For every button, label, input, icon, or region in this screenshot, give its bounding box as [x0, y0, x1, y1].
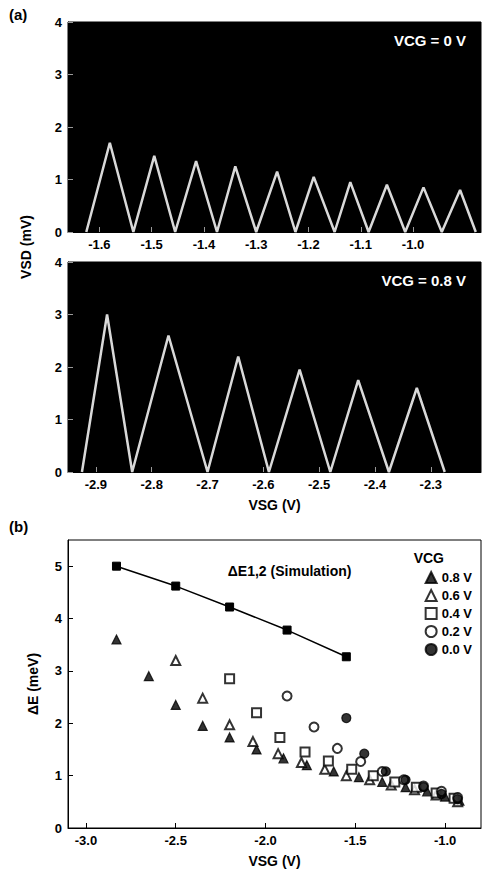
svg-text:0.2 V: 0.2 V: [442, 624, 473, 639]
svg-text:2: 2: [55, 120, 62, 135]
svg-text:3: 3: [55, 307, 62, 322]
svg-text:-2.5: -2.5: [165, 833, 187, 848]
svg-text:-2.6: -2.6: [252, 477, 274, 492]
svg-text:4: 4: [55, 611, 63, 626]
svg-text:VCG = 0.8 V: VCG = 0.8 V: [381, 272, 466, 289]
svg-text:3: 3: [55, 67, 62, 82]
svg-text:0: 0: [55, 821, 62, 836]
svg-text:VCG = 0 V: VCG = 0 V: [394, 32, 466, 49]
svg-text:VSD (mV): VSD (mV): [18, 215, 34, 279]
svg-text:-1.0: -1.0: [434, 833, 456, 848]
svg-text:0.0 V: 0.0 V: [442, 642, 473, 657]
svg-text:-1.6: -1.6: [88, 237, 110, 252]
svg-text:0.6 V: 0.6 V: [442, 588, 473, 603]
svg-text:(a): (a): [9, 6, 27, 23]
svg-text:(b): (b): [9, 518, 28, 535]
svg-text:ΔE1,2 (Simulation): ΔE1,2 (Simulation): [228, 563, 352, 579]
svg-text:2: 2: [55, 716, 62, 731]
svg-text:-1.1: -1.1: [350, 237, 372, 252]
svg-text:-2.5: -2.5: [308, 477, 330, 492]
svg-text:VSG (V): VSG (V): [248, 853, 300, 869]
svg-text:VCG: VCG: [414, 550, 444, 566]
svg-text:0: 0: [55, 465, 62, 480]
svg-text:4: 4: [55, 15, 63, 30]
svg-text:-1.5: -1.5: [344, 833, 366, 848]
svg-text:3: 3: [55, 663, 62, 678]
svg-text:VSG (V): VSG (V): [248, 497, 300, 513]
svg-text:-1.4: -1.4: [193, 237, 216, 252]
svg-text:-2.9: -2.9: [85, 477, 107, 492]
svg-text:-2.4: -2.4: [364, 477, 387, 492]
svg-text:-2.8: -2.8: [141, 477, 163, 492]
svg-text:1: 1: [55, 412, 62, 427]
svg-text:4: 4: [55, 255, 63, 270]
svg-text:-1.5: -1.5: [140, 237, 162, 252]
svg-text:0.4 V: 0.4 V: [442, 606, 473, 621]
svg-text:2: 2: [55, 360, 62, 375]
svg-text:-1.0: -1.0: [402, 237, 424, 252]
svg-text:-2.3: -2.3: [420, 477, 442, 492]
svg-text:ΔE (meV): ΔE (meV): [25, 653, 41, 715]
svg-text:-3.0: -3.0: [75, 833, 97, 848]
svg-text:0: 0: [55, 225, 62, 240]
svg-text:1: 1: [55, 768, 62, 783]
svg-text:1: 1: [55, 172, 62, 187]
svg-text:5: 5: [55, 559, 62, 574]
svg-text:-1.2: -1.2: [297, 237, 319, 252]
svg-text:-2.0: -2.0: [254, 833, 276, 848]
svg-text:0.8 V: 0.8 V: [442, 570, 473, 585]
svg-text:-1.3: -1.3: [245, 237, 267, 252]
svg-text:-2.7: -2.7: [196, 477, 218, 492]
